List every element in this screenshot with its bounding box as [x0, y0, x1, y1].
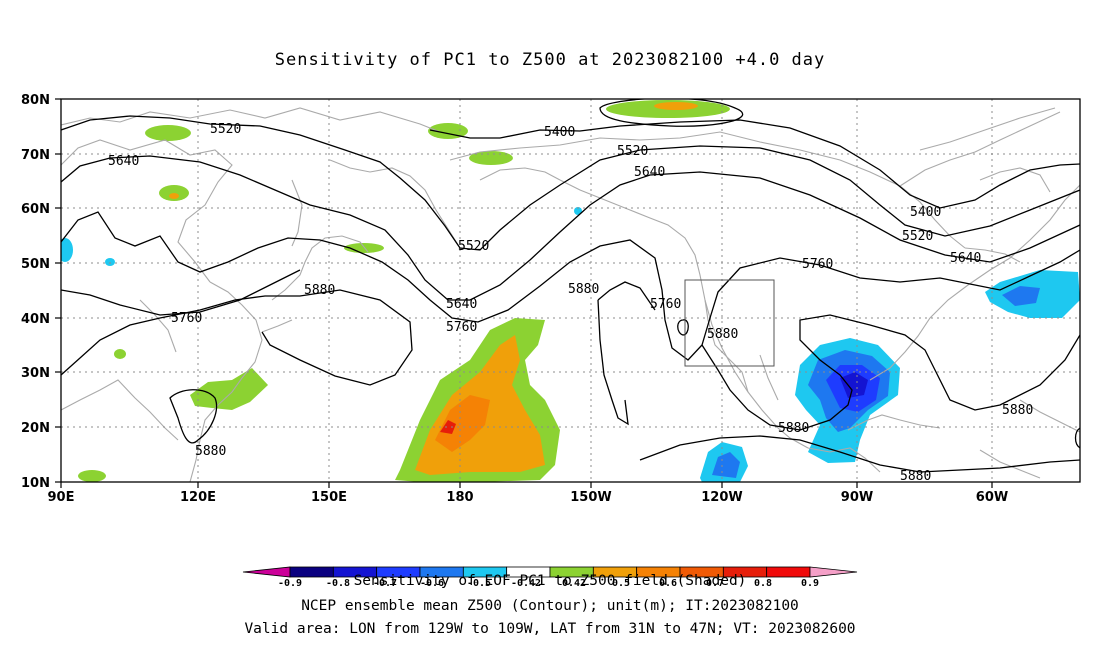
lon-label: 120E	[180, 490, 216, 505]
lat-label: 80N	[21, 93, 50, 108]
colorbar-label: -0.9	[278, 578, 302, 589]
colorbar-label: 0.9	[801, 578, 819, 589]
plot-frame	[60, 98, 1081, 483]
negative-sensitivity-core	[1002, 286, 1040, 306]
axis-ticks	[55, 98, 993, 488]
lon-label: 90W	[841, 490, 873, 505]
lon-label: 150E	[311, 490, 347, 505]
lat-label: 20N	[21, 421, 50, 436]
contour-5880	[61, 289, 413, 386]
negative-sensitivity-area	[61, 238, 73, 262]
positive-sensitivity-area	[344, 243, 384, 253]
z500-contours	[61, 99, 1080, 473]
contour-5400	[429, 119, 1080, 209]
contour-5880-east	[597, 281, 656, 311]
contour-label: 5640	[108, 154, 139, 169]
positive-sensitivity-area	[114, 349, 126, 359]
colorbar-label: -0.6	[420, 578, 444, 589]
colorbar-label: -0.8	[326, 578, 350, 589]
contour-label: 5880	[707, 327, 738, 342]
contour-label: 5880	[900, 469, 931, 484]
contour-label: 5520	[210, 122, 241, 137]
colorbar-label: 0.7	[706, 578, 724, 589]
valid-area-box	[684, 279, 775, 367]
positive-sensitivity-max	[440, 420, 456, 434]
colorbar-label: -0.5	[467, 578, 491, 589]
chart-title: Sensitivity of PC1 to Z500 at 2023082100…	[274, 50, 826, 70]
lat-label: 50N	[21, 257, 50, 272]
contour-5640	[61, 155, 1080, 301]
contour-5880-lower	[639, 435, 1080, 473]
contour-5400-low	[599, 99, 744, 127]
negative-sensitivity-core	[712, 452, 740, 478]
contour-5880-ridge	[701, 314, 1080, 431]
negative-sensitivity-area	[105, 258, 115, 266]
lon-label: 120W	[701, 490, 742, 505]
contour-label: 5640	[446, 297, 477, 312]
contour-label: 5760	[171, 311, 202, 326]
contour-label: 5880	[1002, 403, 1033, 418]
lon-label: 60W	[976, 490, 1008, 505]
shaded-sensitivity-field	[61, 100, 1080, 482]
positive-sensitivity-area	[190, 368, 268, 410]
lon-label: 90E	[48, 490, 75, 505]
footer-valid-area: Valid area: LON from 129W to 109W, LAT f…	[244, 621, 856, 637]
contour-label: 5640	[634, 165, 665, 180]
contour-label: 5880	[304, 283, 335, 298]
contour-5520	[61, 115, 1080, 251]
positive-sensitivity-core	[169, 193, 179, 199]
footer-shaded-caption: Sensitivity of EOF PC1 to Z500 field (Sh…	[353, 573, 747, 589]
negative-sensitivity-area	[574, 207, 582, 215]
contour-label: 5400	[544, 125, 575, 140]
negative-sensitivity-max	[840, 372, 868, 398]
lon-label: 150W	[570, 490, 611, 505]
colorbar-label: -0.7	[373, 578, 397, 589]
contour-5760-south	[61, 269, 301, 316]
lon-label: 180	[446, 490, 473, 505]
contour-label: 5880	[778, 421, 809, 436]
colorbar-label: 0.5	[612, 578, 630, 589]
contour-label: 5880	[195, 444, 226, 459]
footer-contour-caption: NCEP ensemble mean Z500 (Contour); unit(…	[301, 598, 799, 614]
positive-sensitivity-area	[78, 470, 106, 482]
contour-label: 5880	[568, 282, 599, 297]
colorbar-label: 0.8	[754, 578, 772, 589]
latitude-labels: 80N 70N 60N 50N 40N 30N 20N 10N	[21, 93, 50, 491]
colorbar-cell	[809, 566, 858, 578]
contour-5880-west	[597, 299, 629, 426]
contour-5880-small	[169, 389, 218, 444]
contour-5760	[61, 211, 1080, 361]
colorbar-label: 0.6	[659, 578, 677, 589]
positive-sensitivity-core	[654, 102, 698, 110]
contour-label: 5640	[950, 251, 981, 266]
graticule	[61, 99, 1080, 482]
contour-label: 5760	[650, 297, 681, 312]
contour-label: 5760	[446, 320, 477, 335]
longitude-labels: 90E 120E 150E 180 150W 120W 90W 60W	[48, 490, 1009, 505]
contour-label-group: 5520 5640 5400 5520 5640 5520 5400 5520 …	[108, 122, 1033, 484]
contour-label: 5760	[802, 257, 833, 272]
contour-label: 5520	[617, 144, 648, 159]
lat-label: 60N	[21, 202, 50, 217]
colorbar-cells	[242, 566, 858, 578]
colorbar-labels: -0.9 -0.8 -0.7 -0.6 -0.5 -0.42 0.42 0.5 …	[278, 578, 819, 589]
positive-sensitivity-peak	[435, 395, 490, 452]
lat-label: 30N	[21, 366, 50, 381]
contour-label: 5520	[458, 239, 489, 254]
contour-5880-spot	[677, 319, 689, 336]
lat-label: 10N	[21, 476, 50, 491]
colorbar: -0.9 -0.8 -0.7 -0.6 -0.5 -0.42 0.42 0.5 …	[242, 566, 858, 589]
contour-label: 5520	[902, 229, 933, 244]
positive-sensitivity-area	[469, 151, 513, 165]
positive-sensitivity-area	[145, 125, 191, 141]
lat-label: 40N	[21, 312, 50, 327]
contour-label: 5400	[910, 205, 941, 220]
lat-label: 70N	[21, 148, 50, 163]
contour-5880-se	[1074, 427, 1080, 449]
colorbar-label: 0.42	[562, 578, 586, 589]
colorbar-label: -0.42	[511, 578, 541, 589]
